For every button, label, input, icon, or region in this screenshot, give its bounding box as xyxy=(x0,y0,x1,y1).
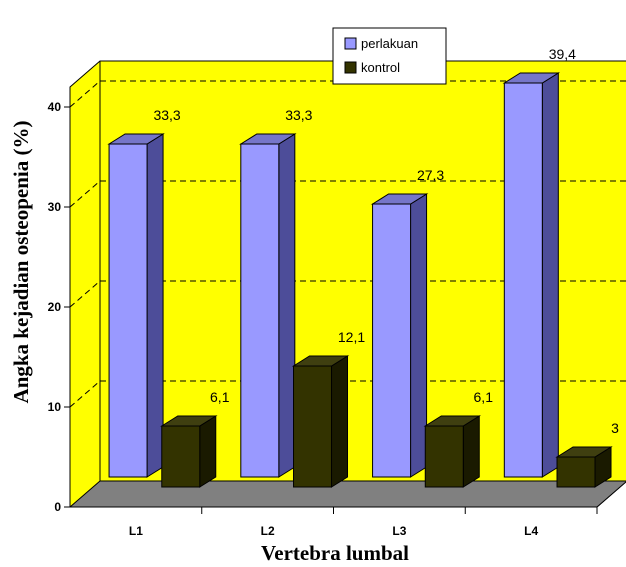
x-tick-label: L1 xyxy=(129,524,143,538)
bar-side xyxy=(146,133,164,478)
gridline-diagonal xyxy=(69,280,101,308)
bar-side xyxy=(410,193,428,478)
gridline-diagonal xyxy=(69,80,101,108)
bars xyxy=(107,72,613,488)
gridline-diagonal xyxy=(69,180,101,208)
y-tick-label: 40 xyxy=(48,100,62,114)
y-axis-title: Angka kejadian osteopenia (%) xyxy=(9,121,33,404)
data-label: 6,1 xyxy=(474,389,494,405)
data-label: 39,4 xyxy=(549,46,576,62)
bar xyxy=(503,82,543,478)
bar xyxy=(240,143,280,478)
legend-swatch xyxy=(344,61,357,74)
legend-swatch xyxy=(344,37,357,50)
bar xyxy=(372,203,412,478)
data-label: 12,1 xyxy=(338,329,365,345)
bar-side xyxy=(199,415,217,488)
legend: perlakuan kontrol xyxy=(332,27,447,85)
x-axis-title: Vertebra lumbal xyxy=(261,541,409,565)
y-tick-label: 0 xyxy=(54,500,61,514)
y-tick-label: 10 xyxy=(48,400,62,414)
x-tick-label: L2 xyxy=(261,524,275,538)
chart-walls xyxy=(68,60,626,508)
data-label: 27,3 xyxy=(417,167,444,183)
bar xyxy=(424,425,464,488)
bar-side xyxy=(331,355,349,488)
bar-side xyxy=(541,72,559,478)
legend-label: kontrol xyxy=(361,60,400,75)
bar-side xyxy=(278,133,296,478)
legend-box xyxy=(332,27,447,85)
bar-side xyxy=(462,415,480,488)
y-tick-label: 30 xyxy=(48,200,62,214)
data-label: 6,1 xyxy=(210,389,230,405)
bar xyxy=(293,365,333,488)
data-label: 3 xyxy=(611,420,619,436)
x-tick-label: L3 xyxy=(392,524,406,538)
x-tick-label: L4 xyxy=(524,524,538,538)
gridline-diagonal xyxy=(69,380,101,408)
legend-label: perlakuan xyxy=(361,36,418,51)
bar xyxy=(556,456,596,488)
data-label: 33,3 xyxy=(285,107,312,123)
chart-floor xyxy=(68,480,626,508)
y-tick-label: 20 xyxy=(48,300,62,314)
bar xyxy=(108,143,148,478)
bar xyxy=(161,425,201,488)
data-label: 33,3 xyxy=(153,107,180,123)
axes: 0 10 20 30 40 L1 L2 L3 L4 xyxy=(48,100,598,538)
data-labels: 33,3 33,3 27,3 39,4 6,1 12,1 6,1 3 xyxy=(153,46,619,436)
